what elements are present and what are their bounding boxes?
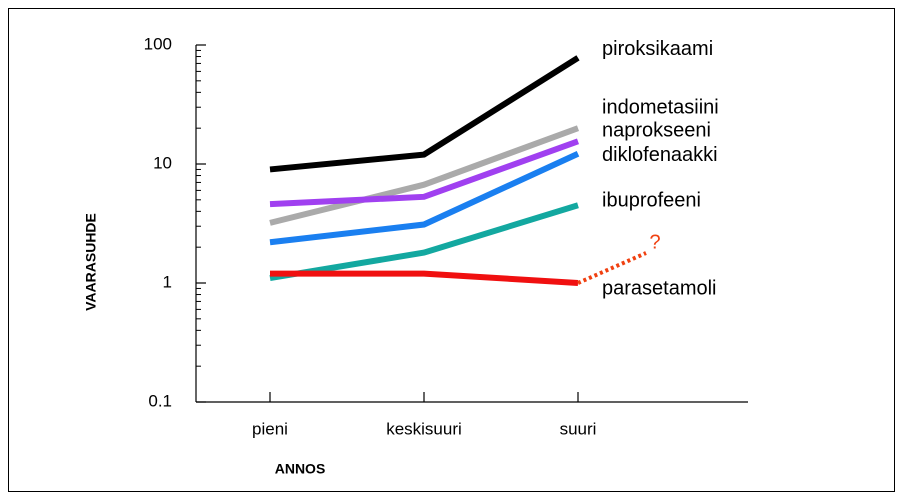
- line-series: [269, 125, 580, 226]
- line-series: [270, 270, 579, 286]
- series-label: ibuprofeeni: [602, 190, 701, 212]
- series-label: naprokseeni: [602, 120, 711, 142]
- line-series: [269, 55, 580, 173]
- x-axis-title: ANNOS: [275, 461, 326, 477]
- x-tick-label: suuri: [560, 419, 597, 438]
- y-tick-label: 100: [144, 34, 172, 53]
- y-tick-label: 0.1: [148, 391, 172, 410]
- series-label: diklofenaakki: [602, 144, 718, 166]
- y-tick-label: 1: [163, 272, 172, 291]
- y-tick-label: 10: [153, 153, 172, 172]
- line-series: [269, 150, 580, 246]
- series-label: piroksikaami: [602, 38, 713, 60]
- series-label: indometasiini: [602, 96, 719, 118]
- frame: [8, 8, 895, 492]
- y-axis-title: VAARASUHDE: [83, 213, 99, 311]
- annotation: ?: [649, 231, 660, 253]
- x-tick-label: pieni: [252, 419, 288, 438]
- series-label: parasetamoli: [602, 277, 717, 299]
- line-series: [269, 138, 580, 208]
- x-tick-label: keskisuuri: [386, 419, 462, 438]
- annotation-line: [577, 251, 647, 285]
- line-series: [269, 202, 579, 282]
